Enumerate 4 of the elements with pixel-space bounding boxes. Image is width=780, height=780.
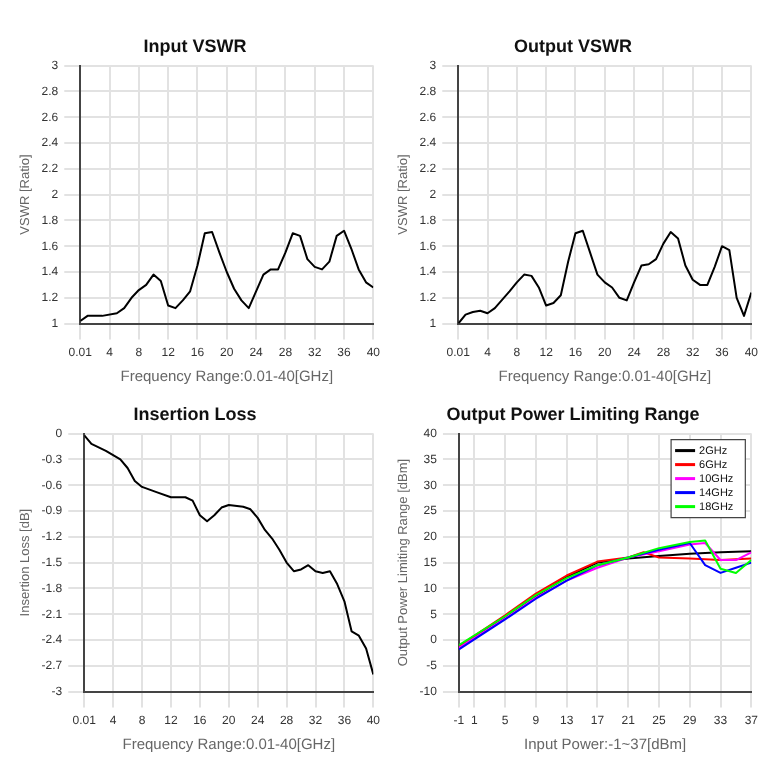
chart-title: Input VSWR (143, 35, 248, 56)
chart-title: Output VSWR (514, 35, 633, 56)
chart-title: Insertion Loss (133, 403, 257, 424)
chart-title: Output Power Limiting Range (446, 403, 700, 424)
